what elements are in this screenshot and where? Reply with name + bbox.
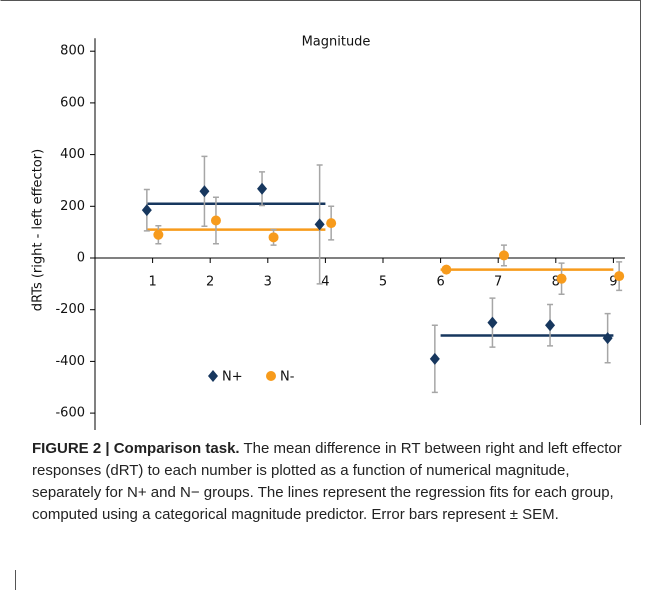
- frame: [0, 0, 641, 425]
- point: [268, 232, 279, 243]
- point: [210, 215, 221, 226]
- y-tick-label: -600: [55, 406, 85, 421]
- point: [153, 229, 164, 240]
- point: [326, 218, 337, 229]
- point: [429, 352, 440, 365]
- x-tick-label: 9: [609, 275, 617, 290]
- y-tick-label: -400: [55, 354, 85, 369]
- y-tick-label: 200: [60, 199, 85, 214]
- legend-marker: [266, 371, 276, 381]
- x-tick-label: 4: [321, 275, 329, 290]
- legend-label: N-: [280, 370, 295, 385]
- legend-label: N+: [222, 370, 243, 385]
- point: [556, 273, 567, 284]
- point: [257, 182, 268, 195]
- x-tick-label: 2: [206, 275, 214, 290]
- chart-title: Magnitude: [302, 35, 371, 50]
- point: [545, 319, 556, 332]
- y-tick-label: 800: [60, 44, 85, 59]
- x-tick-label: 8: [552, 275, 560, 290]
- caption-rule: [15, 570, 16, 590]
- y-tick-label: 600: [60, 95, 85, 110]
- caption: FIGURE 2 | Comparison task. The mean dif…: [32, 438, 632, 526]
- y-tick-label: -200: [55, 302, 85, 317]
- point: [141, 204, 152, 217]
- y-tick-label: 400: [60, 147, 85, 162]
- y-tick-label: 0: [77, 251, 85, 266]
- point: [498, 250, 509, 261]
- point: [614, 271, 625, 282]
- y-axis-label: dRTs (right - left effector): [31, 149, 46, 311]
- point: [602, 332, 613, 345]
- point: [314, 218, 325, 231]
- chart: Magnitude dRTs (right - left effector) -…: [0, 0, 641, 430]
- legend-marker: [208, 370, 218, 382]
- x-tick-label: 5: [379, 275, 387, 290]
- point: [487, 316, 498, 329]
- x-tick-label: 6: [436, 275, 444, 290]
- x-tick-label: 1: [148, 275, 156, 290]
- point: [199, 185, 210, 198]
- caption-label: FIGURE 2 | Comparison task.: [32, 440, 240, 457]
- caption-text: The mean difference in RT between right …: [32, 440, 622, 523]
- x-tick-label: 7: [494, 275, 502, 290]
- x-tick-label: 3: [264, 275, 272, 290]
- point: [441, 264, 452, 275]
